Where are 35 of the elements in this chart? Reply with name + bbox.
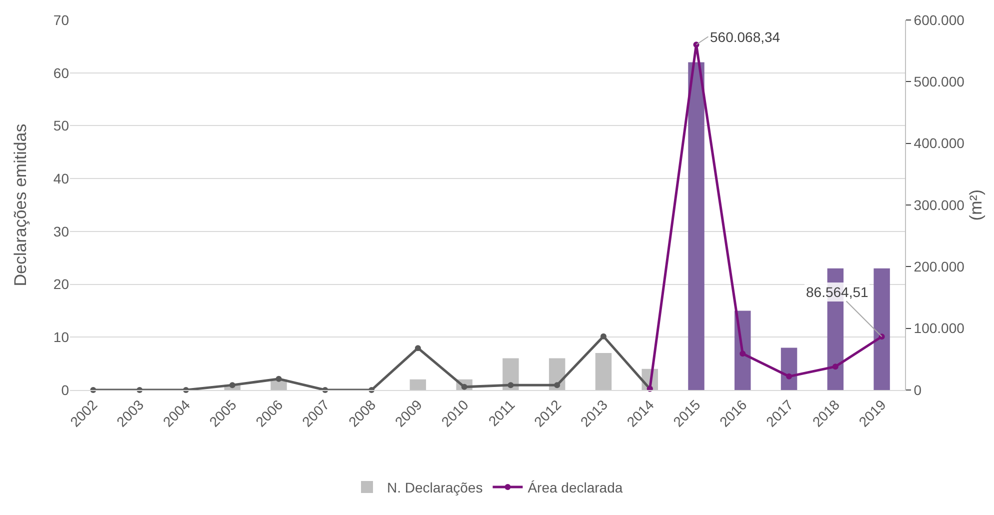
point <box>600 333 606 340</box>
y-axis-title: Declarações emitidas <box>11 124 30 286</box>
point <box>229 382 236 388</box>
y-tick-label: 30 <box>53 223 70 240</box>
y-tick-label: 0 <box>61 382 70 398</box>
data-label: 86.564,51 <box>806 284 868 300</box>
y2-tick-label: 500.000 <box>914 74 965 90</box>
y2-axis-title: (m²) <box>966 189 986 221</box>
y-tick-label: 40 <box>53 170 70 186</box>
point <box>414 345 421 352</box>
data-label: 560.068,34 <box>710 29 780 45</box>
point <box>832 364 838 370</box>
y2-tick-label: 300.000 <box>914 196 965 213</box>
point <box>786 373 792 380</box>
y-tick-label: 20 <box>53 276 70 292</box>
point <box>276 376 282 382</box>
y-tick-label: 70 <box>53 12 70 28</box>
bar <box>595 353 612 390</box>
point <box>554 382 560 388</box>
y2-tick-label: 200.000 <box>914 258 965 275</box>
legend-label: Área declarada <box>528 479 623 496</box>
bar <box>780 348 798 390</box>
y-tick-label: 10 <box>53 329 70 346</box>
y2-tick-label: 400.000 <box>914 135 965 152</box>
y2-tick-label: 100.000 <box>914 320 965 336</box>
bar <box>410 379 426 390</box>
y-tick-label: 60 <box>53 64 70 81</box>
legend-label: N. Declarações <box>387 479 483 496</box>
y-tick-label: 50 <box>53 118 70 134</box>
point <box>740 350 746 357</box>
bar <box>874 268 890 390</box>
y2-tick-label: 0 <box>914 382 922 398</box>
point <box>508 382 514 388</box>
bar <box>688 62 704 390</box>
y2-tick-label: 600.000 <box>914 12 965 28</box>
